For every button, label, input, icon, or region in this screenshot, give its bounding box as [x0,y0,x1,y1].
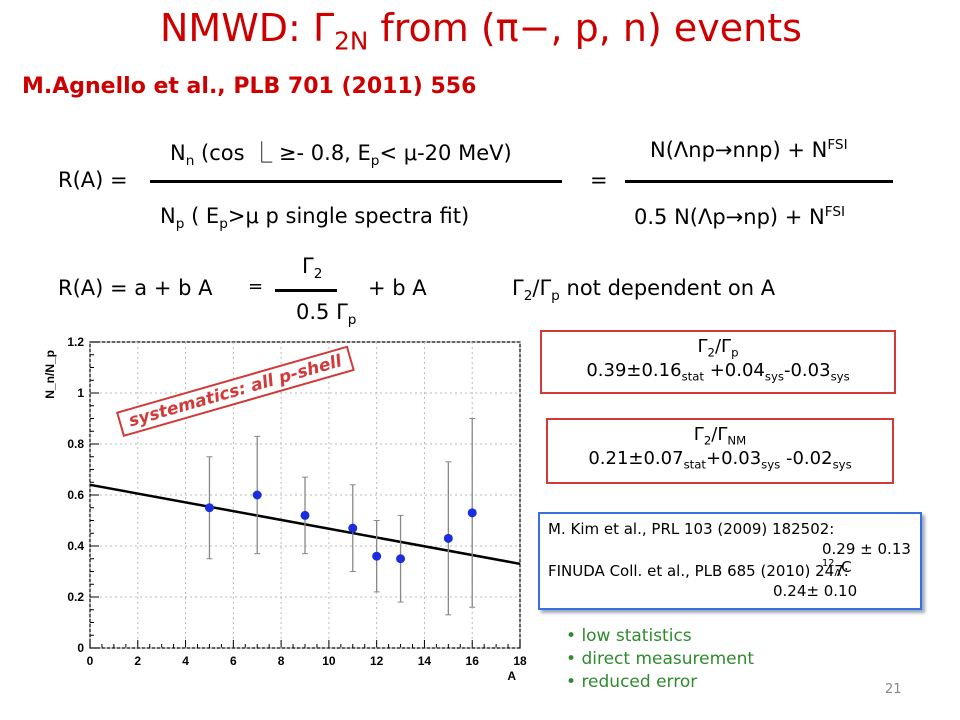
page-number: 21 [885,682,902,697]
y-tick-label: 0.2 [67,590,84,604]
y-tick-label: 1.2 [67,335,84,349]
linear-denominator: 0.5 Γp [296,300,357,329]
data-point [372,551,382,561]
linear-numerator: Γ2 [302,254,323,283]
linear-fraction-bar [275,289,337,292]
x-tick-label: 12 [370,654,384,668]
ratio-denominator-right: 0.5 N(Λp→np) + NFSI [634,204,846,229]
x-tick-label: 8 [278,654,285,668]
x-tick-label: 16 [466,654,480,668]
x-tick-label: 18 [513,654,527,668]
fraction-bar-left [150,180,562,183]
box1-value: 0.39±0.16stat +0.04sys-0.03sys [586,359,850,384]
x-tick-label: 6 [230,654,237,668]
box1-header: Γ2/Γp [697,336,739,360]
independence-statement: Γ2/Γp not dependent on A [512,276,776,305]
box2-value: 0.21±0.07stat+0.03sys -0.02sys [588,447,852,472]
bullet-item: • reduced error [566,672,698,692]
slide-title: NMWD: Γ2N from (π−, p, n) events [160,6,802,56]
bullet-item: • direct measurement [566,649,755,669]
bullet-item: • low statistics [566,626,692,646]
ratio-numerator-right: N(Λnp→nnp) + NFSI [650,137,848,162]
y-axis-label: N_n/N_p [43,350,57,399]
comparison-line-1: M. Kim et al., PRL 103 (2009) 182502: [548,520,835,538]
linear-equals: = [248,276,264,297]
fraction-bar-right [625,180,893,183]
y-tick-label: 0.8 [67,437,84,451]
comparison-line-2: 0.29 ± 0.13 12ΛC [822,540,911,579]
data-point [467,508,477,518]
data-point [396,554,406,564]
ratio-lhs: R(A) = [58,168,128,192]
comparison-line-3: FINUDA Coll. et al., PLB 685 (2010) 247: [548,562,849,580]
linear-lhs: R(A) = a + b A [58,276,213,300]
y-tick-label: 0.6 [67,488,84,502]
ratio-equals: = [590,168,608,192]
data-point [300,510,310,520]
x-tick-label: 14 [418,654,432,668]
ratio-numerator-left: Nn (cos ⎿ ≥- 0.8, Ep< μ-20 MeV) [170,141,512,170]
title-gamma: Γ [312,6,335,50]
data-point [252,490,262,500]
y-tick-label: 1 [77,386,84,400]
x-tick-label: 0 [87,654,94,668]
title-sub: 2N [334,26,369,56]
box2-header: Γ2/ΓNM [693,424,747,448]
x-tick-label: 10 [322,654,336,668]
x-tick-label: 2 [134,654,141,668]
x-tick-label: 4 [182,654,189,668]
nn-np-chart: 0 2 4 6 8 10 12 14 16 18 0 0.2 0.4 0.6 0.8 1 1.2 A N_n/N_p [43,335,527,683]
y-tick-label: 0.4 [67,539,84,553]
title-text: NMWD: [160,6,313,50]
y-tick-label: 0 [77,641,84,655]
result-box-ratio-p: Γ2/Γp 0.39±0.16stat +0.04sys-0.03sys [540,330,896,394]
linear-rest: + b A [368,276,427,300]
data-point [348,523,358,533]
title-mid: from ( [368,6,496,50]
data-point [204,503,214,513]
comparison-line-4: 0.24± 0.10 [773,582,858,600]
title-post: , p, n) events [550,6,802,50]
title-pi: π− [495,6,551,50]
result-box-ratio-nm: Γ2/ΓNM 0.21±0.07stat+0.03sys -0.02sys [546,418,894,484]
comparison-box: M. Kim et al., PRL 103 (2009) 182502: 0.… [538,512,922,610]
reference-citation: M.Agnello et al., PLB 701 (2011) 556 [22,74,477,99]
x-axis-label: A [507,669,516,683]
ratio-denominator-left: Np ( Ep>μ p single spectra fit) [160,204,470,233]
data-point [443,533,453,543]
bullet-list: • low statistics • direct measurement • … [566,626,754,692]
